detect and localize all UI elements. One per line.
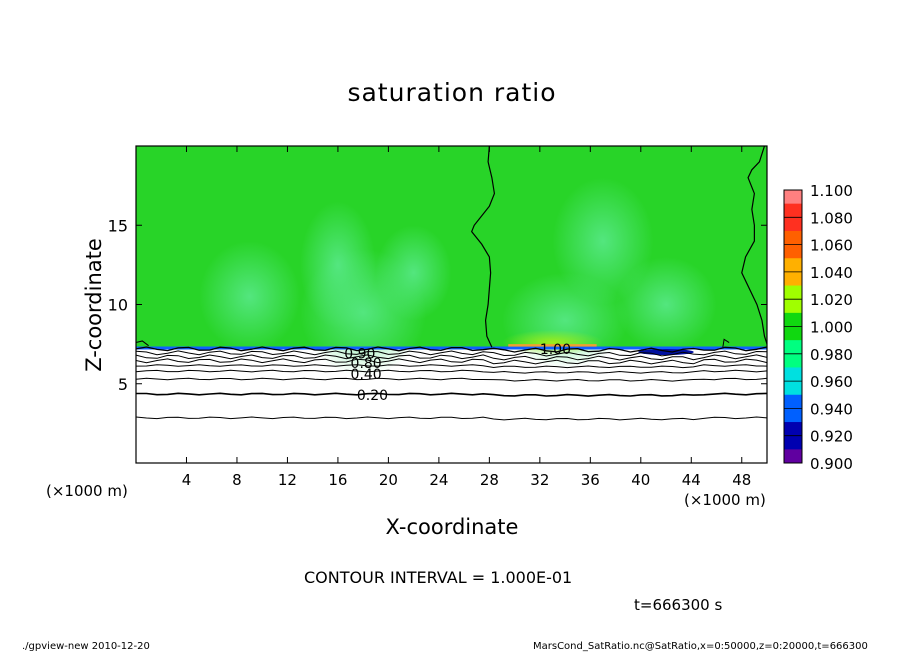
colorbar-label-6: 0.980 <box>810 346 853 364</box>
contour-line-5 <box>135 369 768 374</box>
contour-line-0 <box>135 346 768 353</box>
y-axis-label: Z-coordinate <box>82 238 106 372</box>
contour-line-7 <box>136 392 768 397</box>
x-tick-label-2: 12 <box>278 471 297 489</box>
contour-100-left <box>471 145 496 348</box>
time-stamp: t=666300 s <box>634 596 723 614</box>
contour-label-2: 0.80 <box>351 356 382 372</box>
y-axis-ticks: 5 10 15 <box>108 216 767 394</box>
colorbar-label-8: 0.940 <box>810 400 853 418</box>
y-tick-label-1: 10 <box>108 296 128 315</box>
colorbar-swatch-0-b <box>784 203 802 218</box>
colorbar-label-1: 1.080 <box>810 209 853 227</box>
colorbar-swatch-6-a <box>784 353 802 368</box>
x-axis-label: X-coordinate <box>0 515 904 539</box>
colorbar-swatch-3-b <box>784 285 802 300</box>
colorbar-swatch-6-b <box>784 367 802 382</box>
field-blob-4 <box>552 177 654 305</box>
chart-title: saturation ratio <box>347 78 557 107</box>
contour-label-4: 1.00 <box>540 342 571 358</box>
y-tick-label-2: 15 <box>108 216 128 235</box>
field-dry-patch <box>638 349 694 356</box>
x-tick-label-5: 24 <box>429 471 448 489</box>
colorbar-label-7: 0.960 <box>810 373 853 391</box>
colorbar-label-2: 1.060 <box>810 237 853 255</box>
field-saturated-patch <box>508 344 597 347</box>
contour-lines <box>135 145 768 421</box>
colorbar-swatch-5-b <box>784 340 802 355</box>
contour-line-1 <box>135 350 768 357</box>
colorbar-swatch-7-a <box>784 381 802 396</box>
x-axis-label-text: X-coordinate <box>385 515 519 539</box>
colorbar-swatch-1-b <box>784 230 802 246</box>
colorbar-swatch-0-a <box>784 190 802 205</box>
colorbar-swatch-3-a <box>784 271 802 287</box>
contour-label-0: 0.20 <box>357 388 388 404</box>
colorbar-swatch-8-b <box>784 422 802 437</box>
colorbar-label-5: 1.000 <box>810 319 853 337</box>
colorbar-swatch-9-b <box>784 449 802 464</box>
colorbar-label-3: 1.040 <box>810 264 853 282</box>
colorbar-swatch-9-a <box>784 435 802 450</box>
contour-line-8 <box>135 416 768 421</box>
field-blob-0 <box>199 241 301 353</box>
contour-line-2 <box>135 354 768 361</box>
colorbar-swatch-5-a <box>784 326 802 341</box>
x-tick-label-6: 28 <box>480 471 499 489</box>
colorbar-swatch-4-a <box>784 299 802 314</box>
x-tick-label-0: 4 <box>182 471 192 489</box>
contour-100-corner <box>135 340 149 347</box>
colorbar-swatch-2-b <box>784 258 802 273</box>
x-tick-label-9: 40 <box>631 471 650 489</box>
contour-labels: 0.20 0.400.800.90 1.00 <box>344 342 571 404</box>
x-tick-label-3: 16 <box>328 471 347 489</box>
field-blob-5 <box>615 256 717 353</box>
x-tick-label-8: 36 <box>581 471 600 489</box>
colorbar-label-10: 0.900 <box>810 455 853 473</box>
contour-100-blip <box>722 338 730 348</box>
x-unit-left: (×1000 m) <box>46 482 128 500</box>
colorbar-label-0: 1.100 <box>810 182 853 200</box>
saturation-field <box>136 146 767 463</box>
y-tick-label-0: 5 <box>118 375 128 394</box>
x-tick-label-7: 32 <box>530 471 549 489</box>
contour-line-4 <box>135 364 768 369</box>
colorbar-swatch-8-a <box>784 408 802 423</box>
x-unit-right: (×1000 m) <box>684 491 766 509</box>
x-tick-label-4: 20 <box>379 471 398 489</box>
colorbar-label-4: 1.020 <box>810 291 853 309</box>
x-tick-label-1: 8 <box>232 471 242 489</box>
field-blob-6 <box>375 225 452 321</box>
contour-100-right <box>741 145 768 345</box>
contour-interval-note: CONTOUR INTERVAL = 1.000E-01 <box>304 568 573 587</box>
colorbar-swatch-4-b <box>784 312 802 327</box>
colorbar-swatch-7-b <box>784 394 802 409</box>
footer-command: ./gpview-new 2010-12-20 <box>22 641 150 652</box>
field-blob-2 <box>300 201 376 329</box>
contour-line-3 <box>135 358 768 365</box>
contour-label-1: 0.40 <box>351 367 382 383</box>
footer-source: MarsCond_SatRatio.nc@SatRatio,x=0:50000,… <box>533 641 868 652</box>
x-tick-label-11: 48 <box>732 471 751 489</box>
contour-label-3: 0.90 <box>344 347 375 363</box>
contour-line-6 <box>135 377 768 382</box>
colorbar: 1.100 1.080 1.060 1.040 1.020 1.000 0.980 0.960… <box>783 182 853 473</box>
colorbar-label-9: 0.920 <box>810 428 853 446</box>
x-axis-ticks: 4 8 12 16 20 24 28 32 36 40 44 48 <box>182 146 751 489</box>
colorbar-swatch-1-a <box>784 217 802 232</box>
colorbar-swatch-2-a <box>784 244 802 259</box>
x-tick-label-10: 44 <box>682 471 701 489</box>
